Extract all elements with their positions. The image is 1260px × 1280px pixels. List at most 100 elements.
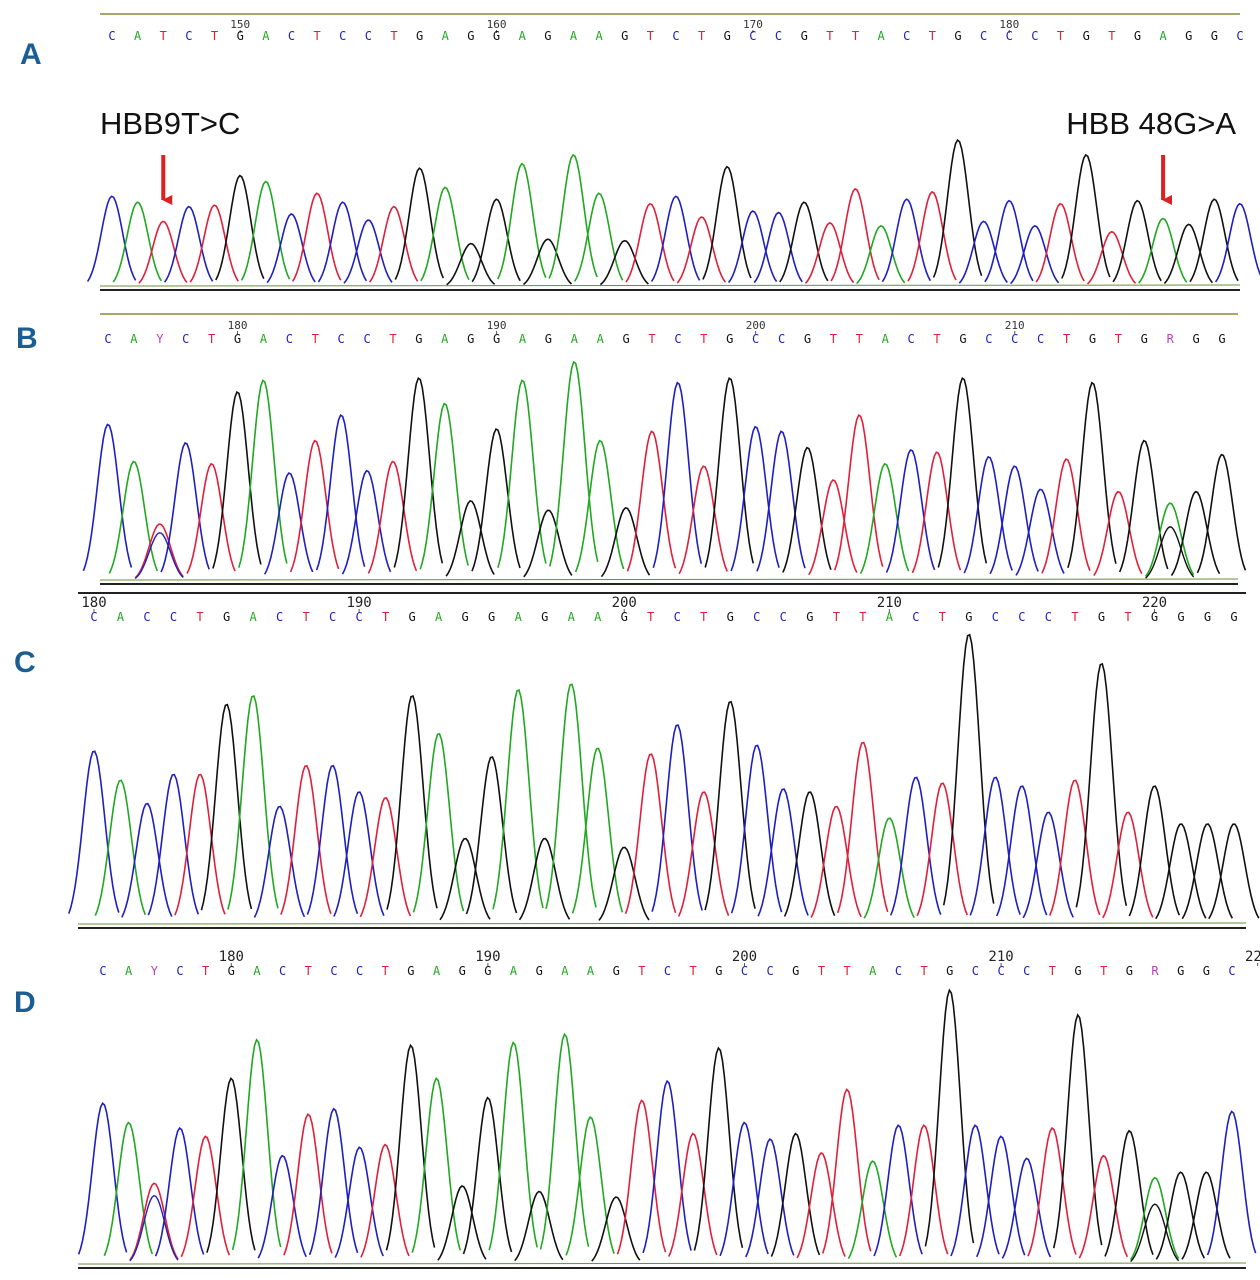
trace-peak [471,427,521,572]
base-call: G [415,332,422,346]
trace-peak [1181,823,1234,920]
base-call: T [939,610,946,624]
base-call: C [1023,964,1030,978]
trace-peak [756,430,806,572]
trace-peak [1112,199,1162,283]
trace-peak [215,174,265,281]
base-call: T [929,29,936,43]
trace-peak [932,138,983,278]
background-trace [99,284,1241,287]
trace-peak [677,791,730,917]
base-call: G [467,29,474,43]
position-tick-label: 190 [346,595,371,611]
trace-peak [1138,217,1188,284]
base-call: G [416,29,423,43]
trace-peak [958,220,1008,284]
trace-peak [253,805,306,918]
base-call: C [330,964,337,978]
base-call: C [143,610,150,624]
base-call: C [749,29,756,43]
trace-peak [730,425,780,572]
position-tick-label: 150 [230,18,250,31]
base-call: G [613,964,620,978]
trace-peak [121,802,173,918]
trace-peak [881,198,932,283]
trace-peak [1163,223,1214,285]
base-call: T [1115,332,1122,346]
base-call: G [1134,29,1141,43]
trace-peak [1208,823,1260,920]
base-call: T [830,332,837,346]
base-call: C [286,332,293,346]
trace-peak [969,776,1021,916]
position-tick-label: 180 [81,595,106,611]
base-call: G [727,610,734,624]
base-call: T [700,332,707,346]
base-call: A [510,964,518,978]
trace-peak [367,460,418,574]
trace-peak [571,747,624,914]
trace-peak [360,1143,410,1258]
trace-peak [1001,1157,1052,1259]
trace-peak [1189,198,1239,283]
trace-peak [497,162,547,280]
trace-peak [163,205,214,283]
base-call: A [570,29,578,43]
trace-peak [283,1113,333,1256]
trace-peak [200,703,253,911]
trace-peak [266,213,316,284]
base-call: T [698,29,705,43]
base-call: G [488,610,495,624]
position-tick-label: 210 [877,595,902,611]
base-call: A [571,332,579,346]
base-call: C [992,610,999,624]
position-tick-label: 220 [1245,949,1260,965]
trace-peak [186,462,236,574]
base-call: C [279,964,286,978]
trace-peak [676,216,726,284]
base-call: A [519,29,527,43]
base-call: G [459,964,466,978]
position-tick-label: 180 [999,18,1019,31]
trace-peak [808,479,858,576]
trace-peak [942,633,995,906]
base-call: G [946,964,953,978]
base-call: C [997,964,1004,978]
trace-peak [341,469,392,575]
base-call: C [895,964,902,978]
base-call: C [1045,610,1052,624]
base-call: T [211,29,218,43]
base-call: C [356,964,363,978]
trace-peak [445,499,495,577]
trace-peak [292,192,342,282]
base-call: C [104,332,111,346]
trace-peak [129,1182,179,1261]
trace-peak [1035,202,1085,283]
trace-peak [263,472,314,575]
trace-peak [1009,225,1060,285]
base-call: C [674,332,681,346]
trace-peak [745,1137,795,1258]
base-call: C [1236,29,1243,43]
trace-peak [873,1124,923,1257]
trace-peak [779,201,829,283]
base-call: A [869,964,877,978]
trace-peak [678,465,728,575]
base-call: C [780,610,787,624]
trace-peak [1048,779,1101,916]
trace-peak [108,460,159,574]
base-call: G [541,610,548,624]
trace-peak [94,779,147,916]
trace-peak [1052,1013,1103,1249]
trace-peak [154,1126,205,1257]
trace-peak [411,1076,461,1253]
panel-label-a: A [20,38,42,71]
trace-peak [727,210,778,283]
trace-peak [616,1099,667,1255]
trace-peak [898,1124,949,1257]
base-call: C [972,964,979,978]
trace-peak [704,376,754,568]
base-call: G [724,29,731,43]
base-call: C [753,610,760,624]
base-call: C [276,610,283,624]
